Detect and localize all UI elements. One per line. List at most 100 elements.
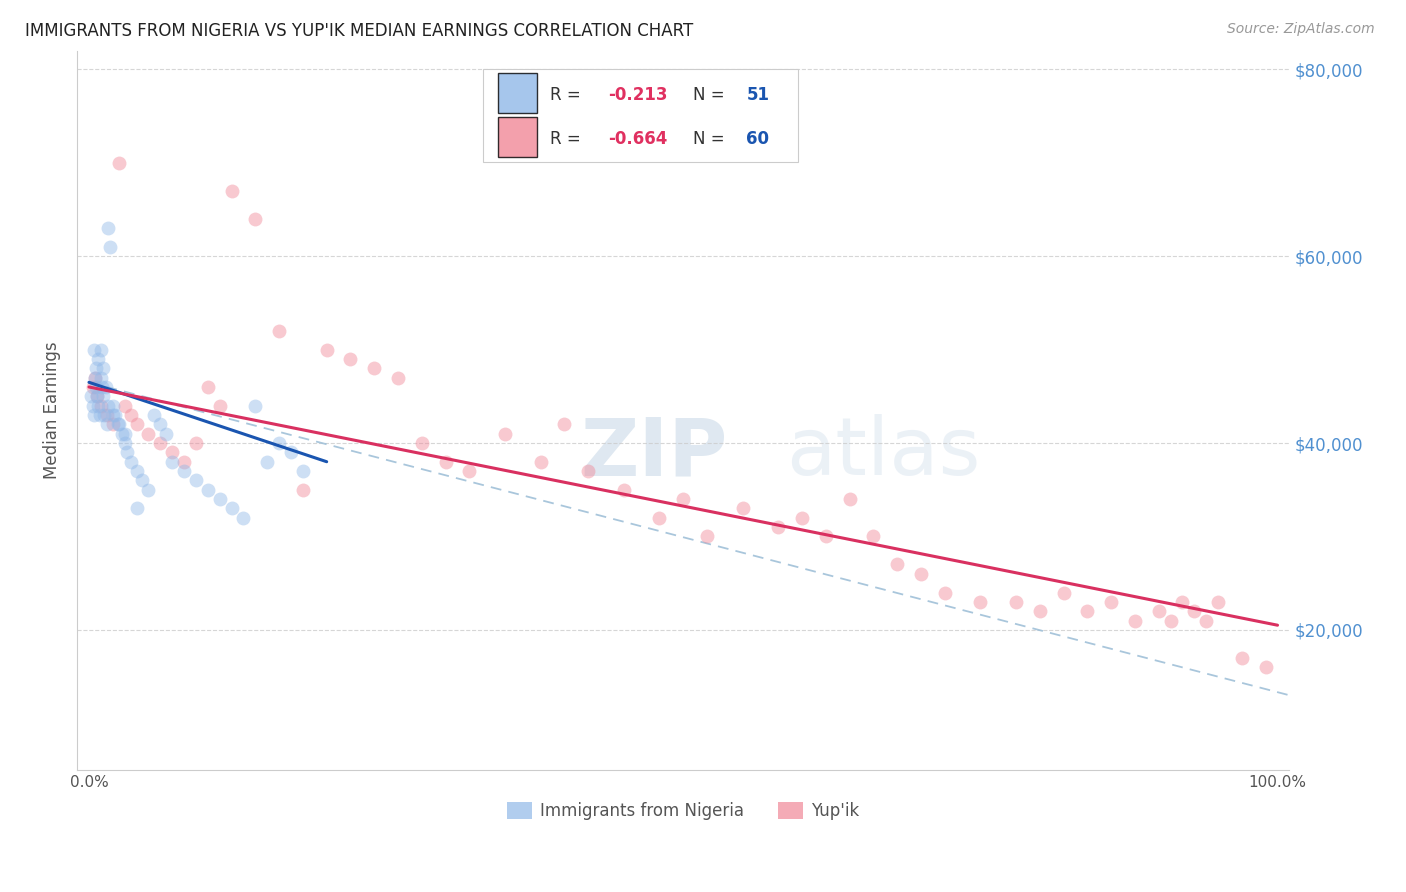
Text: 51: 51 xyxy=(747,86,769,103)
Point xyxy=(97,221,120,235)
Text: R =: R = xyxy=(550,86,586,103)
Point xyxy=(87,351,110,366)
Point xyxy=(84,380,107,394)
Text: IMMIGRANTS FROM NIGERIA VS YUP'IK MEDIAN EARNINGS CORRELATION CHART: IMMIGRANTS FROM NIGERIA VS YUP'IK MEDIAN… xyxy=(25,22,693,40)
Point xyxy=(143,408,166,422)
Point xyxy=(101,399,124,413)
Point xyxy=(731,501,754,516)
FancyBboxPatch shape xyxy=(498,73,537,112)
Point xyxy=(232,510,254,524)
Point xyxy=(120,408,142,422)
Point xyxy=(114,426,136,441)
Point xyxy=(208,399,231,413)
Point xyxy=(90,370,112,384)
Point xyxy=(934,585,956,599)
Point xyxy=(87,399,110,413)
Point xyxy=(160,445,183,459)
Point xyxy=(291,483,314,497)
Legend: Immigrants from Nigeria, Yup'ik: Immigrants from Nigeria, Yup'ik xyxy=(501,795,866,826)
Point xyxy=(1052,585,1074,599)
Point xyxy=(1160,614,1182,628)
Point xyxy=(107,417,129,432)
Point xyxy=(125,464,148,478)
Point xyxy=(83,408,105,422)
Point xyxy=(90,399,112,413)
Point xyxy=(197,380,219,394)
Point xyxy=(1029,604,1052,618)
Point xyxy=(91,389,114,403)
Point xyxy=(96,417,118,432)
Point xyxy=(411,436,433,450)
Point xyxy=(138,483,160,497)
Y-axis label: Median Earnings: Median Earnings xyxy=(44,342,60,479)
Point xyxy=(613,483,636,497)
Point xyxy=(82,380,104,394)
Point xyxy=(83,343,105,357)
Point xyxy=(149,436,172,450)
Point xyxy=(910,566,932,581)
Point xyxy=(96,408,118,422)
Point xyxy=(86,389,108,403)
Text: ZIP: ZIP xyxy=(581,415,727,492)
Point xyxy=(120,455,142,469)
Point xyxy=(1182,604,1205,618)
Point xyxy=(969,595,991,609)
Point xyxy=(553,417,575,432)
Point xyxy=(115,445,138,459)
FancyBboxPatch shape xyxy=(484,69,799,162)
Point xyxy=(315,343,337,357)
Point xyxy=(80,389,103,403)
Point xyxy=(814,529,837,543)
Point xyxy=(173,455,195,469)
Point xyxy=(184,474,207,488)
Point xyxy=(221,501,243,516)
Point xyxy=(269,324,291,338)
Point xyxy=(458,464,481,478)
Point xyxy=(1099,595,1122,609)
Point xyxy=(125,501,148,516)
Point xyxy=(101,408,124,422)
Point xyxy=(1123,614,1146,628)
Text: -0.213: -0.213 xyxy=(607,86,668,103)
Point xyxy=(838,492,860,507)
Point xyxy=(576,464,599,478)
Point xyxy=(648,510,671,524)
Point xyxy=(149,417,172,432)
Point xyxy=(1195,614,1218,628)
Point xyxy=(862,529,884,543)
Point xyxy=(1076,604,1098,618)
Text: N =: N = xyxy=(693,86,730,103)
Point xyxy=(494,426,516,441)
Point xyxy=(1230,651,1253,665)
Point xyxy=(90,343,112,357)
Point xyxy=(101,417,124,432)
Point xyxy=(91,380,114,394)
Point xyxy=(93,408,115,422)
Text: 60: 60 xyxy=(747,130,769,148)
FancyBboxPatch shape xyxy=(498,117,537,157)
Point xyxy=(131,474,153,488)
Point xyxy=(387,370,409,384)
Text: Source: ZipAtlas.com: Source: ZipAtlas.com xyxy=(1227,22,1375,37)
Point xyxy=(208,492,231,507)
Point xyxy=(184,436,207,450)
Point xyxy=(291,464,314,478)
Point xyxy=(107,155,129,169)
Point xyxy=(91,361,114,376)
Point xyxy=(768,520,790,534)
Point xyxy=(245,399,267,413)
Point xyxy=(84,370,107,384)
Point xyxy=(89,408,111,422)
Point xyxy=(173,464,195,478)
Text: N =: N = xyxy=(693,130,730,148)
Point xyxy=(84,370,107,384)
Point xyxy=(111,426,134,441)
Point xyxy=(280,445,302,459)
Point xyxy=(1147,604,1170,618)
Point xyxy=(100,240,122,254)
Point xyxy=(155,426,177,441)
Point xyxy=(1206,595,1229,609)
Point xyxy=(82,399,104,413)
Point xyxy=(696,529,718,543)
Point xyxy=(1171,595,1194,609)
